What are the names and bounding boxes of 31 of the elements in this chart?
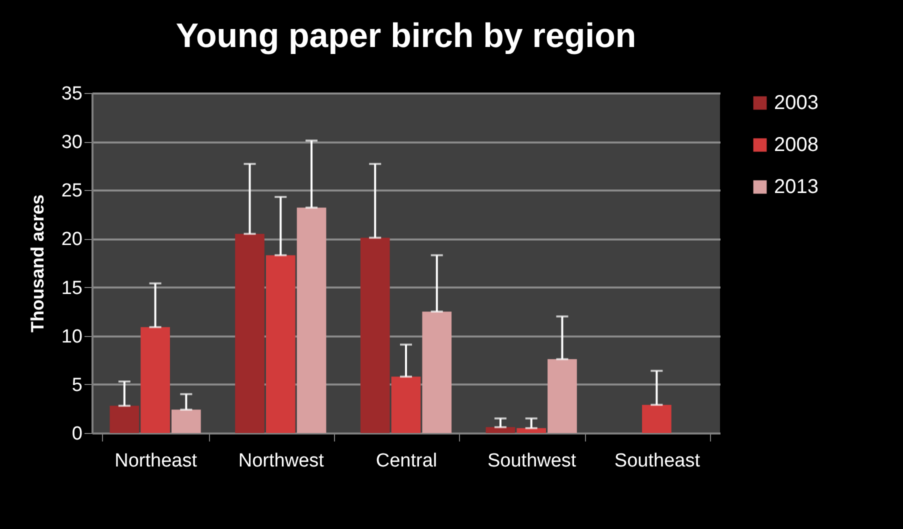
bar	[391, 376, 421, 433]
x-tick-label: Northwest	[238, 450, 325, 472]
y-tick-label: 10	[61, 326, 82, 348]
bar	[266, 255, 296, 433]
x-tick-label: Central	[376, 450, 438, 472]
bar	[516, 428, 546, 433]
y-tick-label: 5	[72, 374, 82, 396]
x-tick-label: Northeast	[114, 450, 198, 472]
x-tick-label: Southeast	[614, 450, 701, 472]
y-axis-title: Thousand acres	[27, 194, 48, 333]
y-tick-label: 20	[61, 229, 82, 250]
legend-label: 2013	[774, 176, 818, 198]
y-tick-label: 0	[72, 424, 82, 444]
bar	[642, 404, 672, 433]
y-tick-label: 30	[61, 132, 82, 154]
y-tick-label: 25	[61, 180, 82, 202]
legend-label: 2003	[774, 92, 818, 114]
x-tick-label: Southwest	[487, 450, 577, 472]
bar	[235, 234, 264, 433]
chart-title: Young paper birch by region	[176, 17, 636, 55]
bar	[172, 410, 201, 433]
bar	[110, 406, 140, 433]
bar	[486, 427, 516, 433]
bar	[360, 238, 390, 433]
legend-label: 2008	[774, 134, 818, 156]
bar	[422, 312, 452, 433]
bar	[296, 208, 326, 433]
bar	[140, 327, 170, 433]
y-tick-label: 15	[61, 278, 82, 299]
bar	[548, 359, 577, 433]
y-tick-label: 35	[61, 84, 82, 104]
